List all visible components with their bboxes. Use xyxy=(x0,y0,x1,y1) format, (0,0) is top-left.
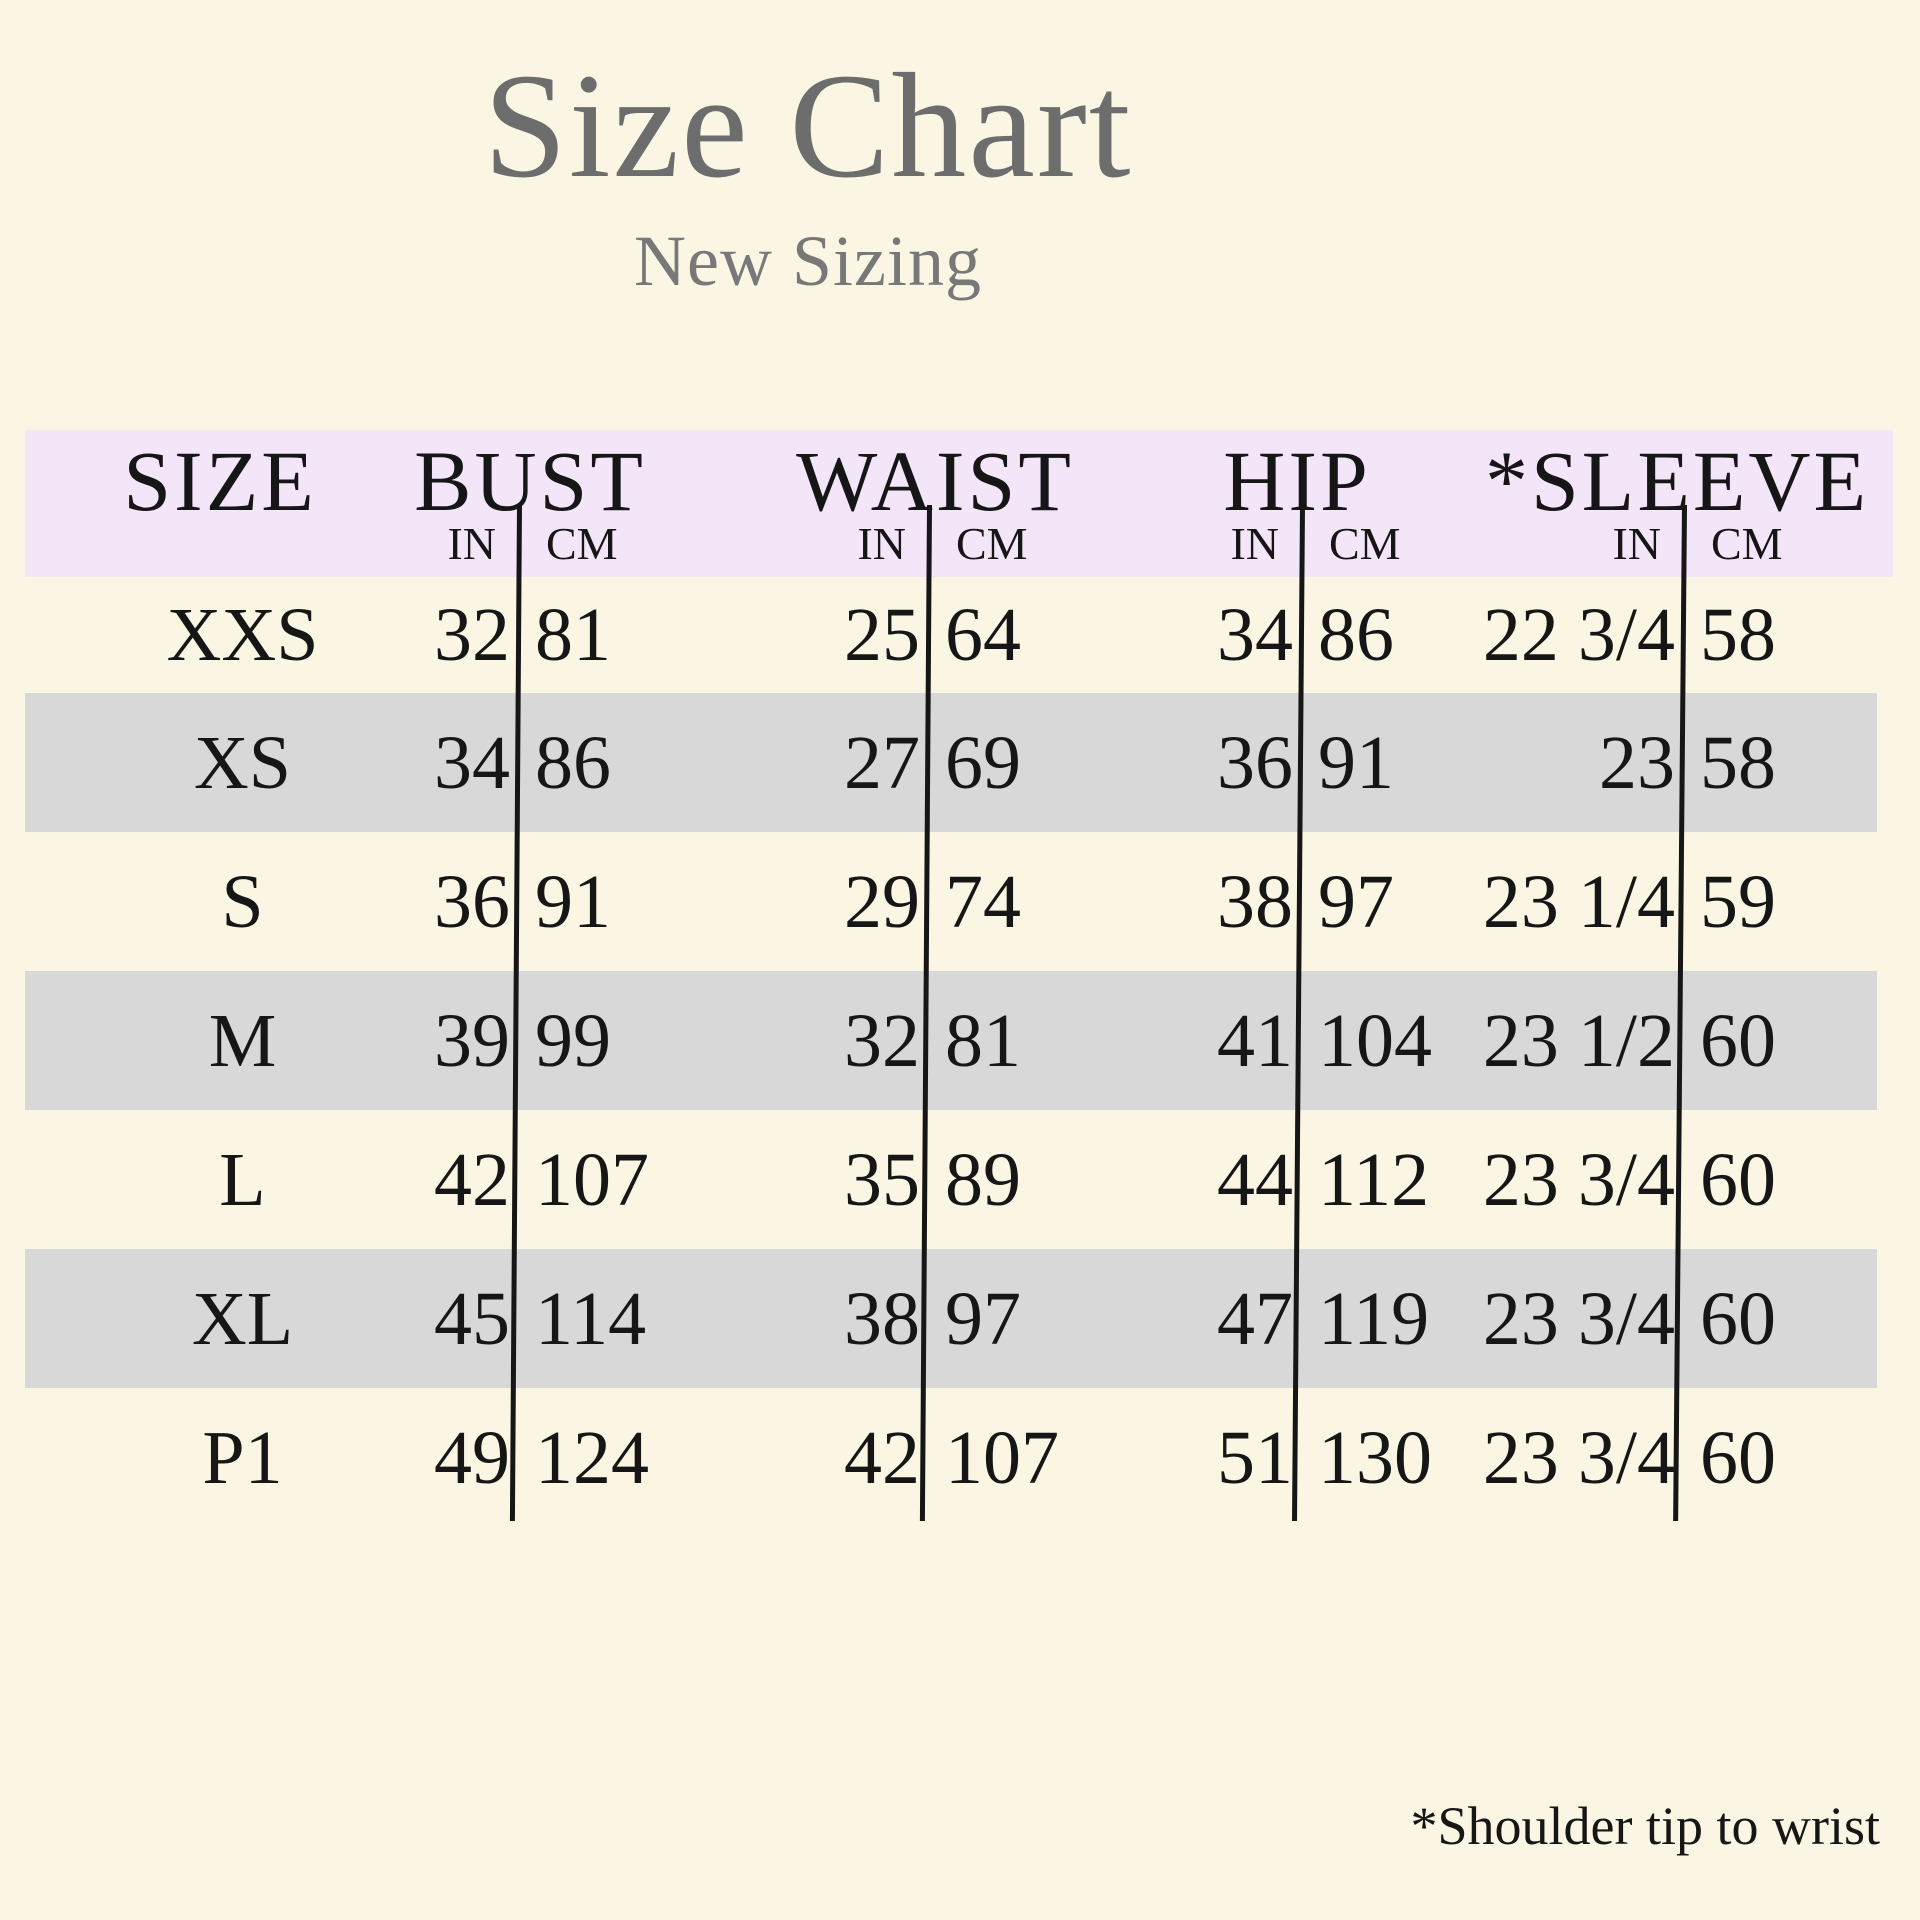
hip-in-cell: 38 xyxy=(1217,859,1293,944)
bust-cm-cell: 86 xyxy=(535,720,611,805)
hip-cm-cell: 112 xyxy=(1318,1137,1430,1222)
bust-in-cell: 34 xyxy=(434,720,510,805)
size-cell: M xyxy=(208,998,277,1083)
table-rows: XXS 32 81 25 64 34 86 22 3/4 58 XS 34 86 27 69 36 91 23 5… xyxy=(25,577,1893,1527)
sleeve-in-cell: 23 xyxy=(1599,720,1675,805)
hip-in-cell: 44 xyxy=(1217,1137,1293,1222)
table-row: XS 34 86 27 69 36 91 23 58 xyxy=(25,693,1877,832)
hip-cm-cell: 91 xyxy=(1318,720,1394,805)
sleeve-cm-cell: 60 xyxy=(1700,998,1776,1083)
unit-label-hip-cm: CM xyxy=(1329,518,1401,569)
waist-cm-cell: 89 xyxy=(945,1137,1021,1222)
column-header-waist: WAIST xyxy=(796,433,1074,529)
waist-in-cell: 35 xyxy=(844,1137,920,1222)
unit-label-sleeve-cm: CM xyxy=(1711,518,1783,569)
waist-in-cell: 29 xyxy=(844,859,920,944)
bust-cm-cell: 99 xyxy=(535,998,611,1083)
column-header-sleeve: *SLEEVE xyxy=(1484,433,1870,529)
sleeve-cm-cell: 58 xyxy=(1700,593,1776,677)
size-cell: XL xyxy=(191,1276,294,1361)
page-subtitle: New Sizing xyxy=(634,220,982,301)
bust-cm-cell: 107 xyxy=(535,1137,649,1222)
waist-in-cell: 38 xyxy=(844,1276,920,1361)
bust-cm-cell: 114 xyxy=(535,1276,647,1361)
bust-cm-cell: 124 xyxy=(535,1415,649,1500)
bust-in-cell: 32 xyxy=(434,593,510,677)
bust-cm-cell: 91 xyxy=(535,859,611,944)
hip-in-cell: 41 xyxy=(1217,998,1293,1083)
sleeve-cm-cell: 60 xyxy=(1700,1415,1776,1500)
hip-in-cell: 36 xyxy=(1217,720,1293,805)
table-row: P1 49 124 42 107 51 130 23 3/4 60 xyxy=(25,1388,1893,1527)
size-cell: XXS xyxy=(166,593,319,677)
unit-label-waist-in: IN xyxy=(857,518,906,569)
waist-cm-cell: 69 xyxy=(945,720,1021,805)
table-row: S 36 91 29 74 38 97 23 1/4 59 xyxy=(25,832,1893,971)
sleeve-cm-cell: 58 xyxy=(1700,720,1776,805)
sleeve-footnote: *Shoulder tip to wrist xyxy=(1410,1796,1881,1856)
bust-in-cell: 39 xyxy=(434,998,510,1083)
unit-label-sleeve-in: IN xyxy=(1612,518,1661,569)
hip-in-cell: 47 xyxy=(1217,1276,1293,1361)
size-cell: S xyxy=(221,859,264,944)
column-header-size: SIZE xyxy=(123,433,317,529)
size-table: SIZE BUST WAIST HIP *SLEEVE IN CM IN CM … xyxy=(25,430,1900,1527)
bust-in-cell: 36 xyxy=(434,859,510,944)
waist-in-cell: 27 xyxy=(844,720,920,805)
title-block: Size Chart New Sizing xyxy=(0,43,1616,303)
unit-label-bust-cm: CM xyxy=(546,518,618,569)
size-cell: L xyxy=(219,1137,266,1222)
bust-cm-cell: 81 xyxy=(535,593,611,677)
page-title: Size Chart xyxy=(483,43,1133,209)
waist-cm-cell: 74 xyxy=(945,859,1021,944)
bust-in-cell: 49 xyxy=(434,1415,510,1500)
waist-in-cell: 25 xyxy=(844,593,920,677)
hip-cm-cell: 104 xyxy=(1318,998,1432,1083)
hip-in-cell: 51 xyxy=(1217,1415,1293,1500)
table-row: XL 45 114 38 97 47 119 23 3/4 60 xyxy=(25,1249,1877,1388)
unit-label-waist-cm: CM xyxy=(956,518,1028,569)
table-row: M 39 99 32 81 41 104 23 1/2 60 xyxy=(25,971,1877,1110)
column-header-bust: BUST xyxy=(414,433,646,529)
sleeve-in-cell: 23 3/4 xyxy=(1482,1415,1675,1500)
sleeve-in-cell: 22 3/4 xyxy=(1482,593,1675,677)
waist-cm-cell: 107 xyxy=(945,1415,1059,1500)
waist-in-cell: 32 xyxy=(844,998,920,1083)
sleeve-in-cell: 23 3/4 xyxy=(1482,1276,1675,1361)
size-cell: P1 xyxy=(202,1415,283,1500)
sleeve-in-cell: 23 3/4 xyxy=(1482,1137,1675,1222)
sleeve-in-cell: 23 1/2 xyxy=(1482,998,1675,1083)
table-row: L 42 107 35 89 44 112 23 3/4 60 xyxy=(25,1110,1893,1249)
waist-cm-cell: 81 xyxy=(945,998,1021,1083)
table-header-band: SIZE BUST WAIST HIP *SLEEVE IN CM IN CM … xyxy=(25,430,1893,577)
bust-in-cell: 42 xyxy=(434,1137,510,1222)
bust-in-cell: 45 xyxy=(434,1276,510,1361)
hip-in-cell: 34 xyxy=(1217,593,1293,677)
unit-label-bust-in: IN xyxy=(447,518,496,569)
sleeve-cm-cell: 59 xyxy=(1700,859,1776,944)
unit-label-hip-in: IN xyxy=(1230,518,1279,569)
hip-cm-cell: 119 xyxy=(1318,1276,1430,1361)
column-header-hip: HIP xyxy=(1223,433,1371,529)
hip-cm-cell: 86 xyxy=(1318,593,1394,677)
hip-cm-cell: 130 xyxy=(1318,1415,1432,1500)
hip-cm-cell: 97 xyxy=(1318,859,1394,944)
waist-cm-cell: 64 xyxy=(945,593,1021,677)
size-cell: XS xyxy=(193,720,292,805)
sleeve-cm-cell: 60 xyxy=(1700,1276,1776,1361)
table-row: XXS 32 81 25 64 34 86 22 3/4 58 xyxy=(25,577,1893,693)
waist-cm-cell: 97 xyxy=(945,1276,1021,1361)
waist-in-cell: 42 xyxy=(844,1415,920,1500)
sleeve-cm-cell: 60 xyxy=(1700,1137,1776,1222)
sleeve-in-cell: 23 1/4 xyxy=(1482,859,1675,944)
